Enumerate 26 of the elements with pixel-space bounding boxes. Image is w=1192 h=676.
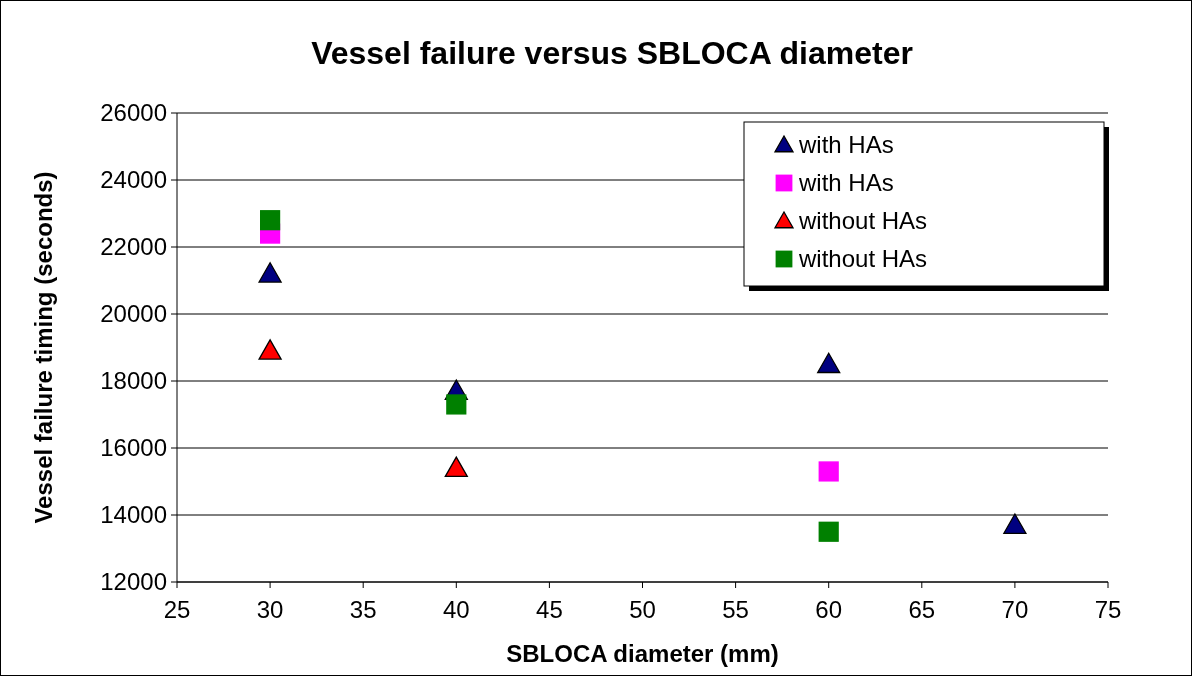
- x-axis-title: SBLOCA diameter (mm): [506, 640, 779, 667]
- y-tick-label: 26000: [100, 99, 167, 127]
- legend-label: without HAs: [798, 207, 928, 235]
- x-tick-label: 60: [815, 596, 843, 623]
- x-tick-label: 30: [256, 596, 284, 623]
- legend-label: with HAs: [798, 131, 894, 159]
- x-tick-label: 50: [629, 596, 656, 623]
- legend-label: without HAs: [798, 245, 928, 273]
- y-tick-label: 20000: [100, 300, 167, 328]
- x-tick-label: 75: [1094, 596, 1122, 623]
- y-tick-label: 12000: [100, 568, 167, 596]
- y-tick-label: 22000: [100, 233, 167, 261]
- legend-label: with HAs: [798, 169, 894, 197]
- y-tick-label: 18000: [100, 367, 167, 395]
- x-tick-label: 55: [722, 596, 749, 623]
- y-tick-label: 16000: [100, 434, 167, 462]
- x-tick-label: 40: [442, 596, 470, 623]
- y-tick-label: 24000: [100, 166, 167, 194]
- chart-title: Vessel failure versus SBLOCA diameter: [311, 35, 913, 71]
- x-tick-label: 65: [908, 596, 936, 623]
- x-tick-label: 70: [1001, 596, 1029, 623]
- x-tick-label: 35: [349, 596, 377, 623]
- x-tick-label: 25: [163, 596, 191, 623]
- y-axis-title: Vessel failure timing (seconds): [30, 171, 57, 524]
- y-tick-label: 14000: [100, 501, 167, 529]
- x-tick-label: 45: [536, 596, 563, 623]
